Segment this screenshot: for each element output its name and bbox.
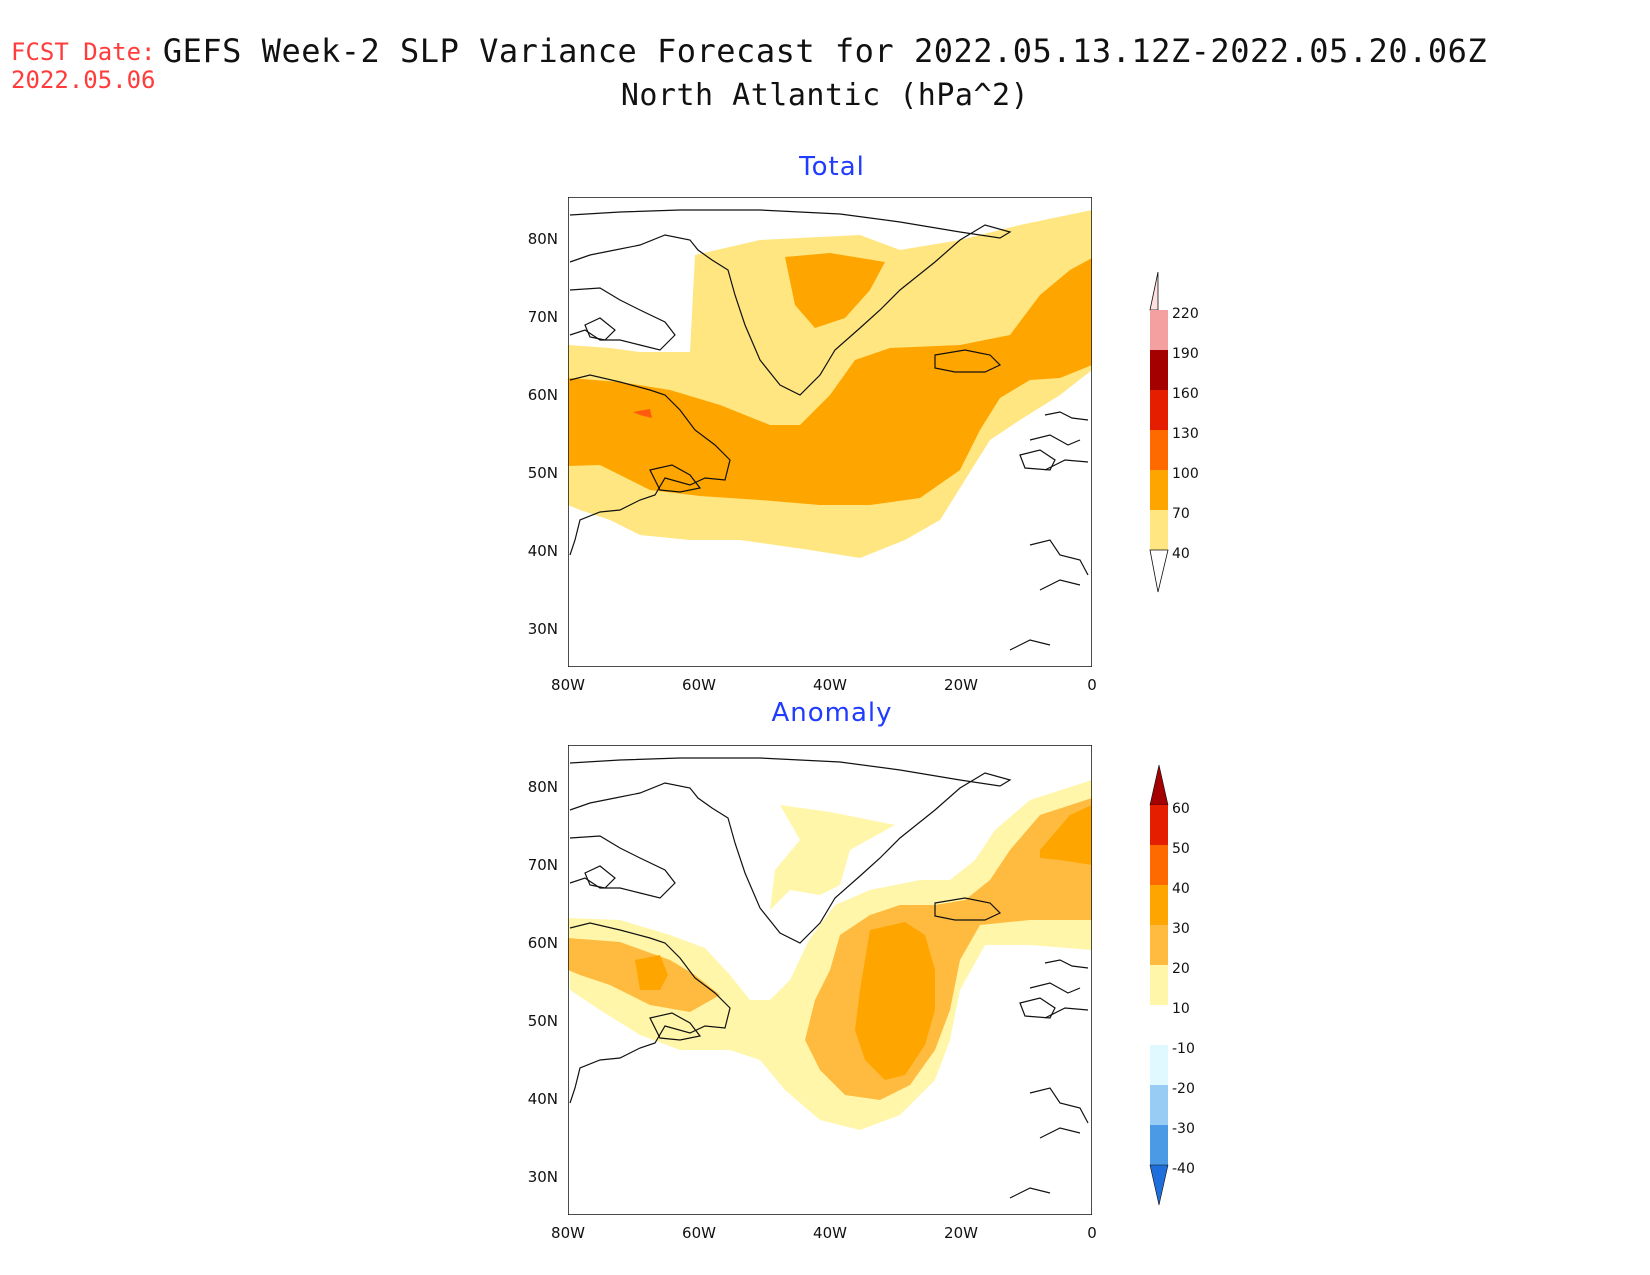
total-contour-70-greenland [785, 253, 885, 328]
total-lon-tick: 80W [551, 676, 585, 694]
total-lat-tick: 50N [528, 464, 558, 482]
anomaly-contour-30-west [635, 955, 668, 990]
anomaly-lat-tick: 30N [528, 1168, 558, 1186]
anomaly-colorbar-bin [1150, 965, 1168, 1005]
total-colorbar-label: 190 [1172, 346, 1199, 362]
page-title: GEFS Week-2 SLP Variance Forecast for 20… [162, 32, 1488, 70]
anomaly-colorbar-bin [1150, 1125, 1168, 1165]
anomaly-colorbar-bin [1150, 885, 1168, 925]
anomaly-colorbar-label: 30 [1172, 921, 1190, 937]
total-colorbar-label: 40 [1172, 546, 1190, 562]
page-subtitle: North Atlantic (hPa^2) [620, 78, 1030, 113]
total-lon-axis: 80W 60W 40W 20W 0 [551, 676, 1097, 694]
anomaly-lon-tick: 20W [944, 1224, 978, 1242]
anomaly-lat-axis: 80N 70N 60N 50N 40N 30N [528, 778, 558, 1186]
total-contour-100 [633, 409, 652, 418]
total-colorbar-bin [1150, 390, 1168, 430]
anomaly-colorbar-bin [1150, 1005, 1168, 1045]
anomaly-colorbar-label: -20 [1172, 1081, 1195, 1097]
total-lat-axis: 80N 70N 60N 50N 40N 30N [528, 230, 558, 638]
total-lon-tick: 60W [682, 676, 716, 694]
total-colorbar-bin [1150, 350, 1168, 390]
anomaly-colorbar-top-cap [1149, 764, 1169, 806]
anomaly-lat-tick: 70N [528, 856, 558, 874]
anomaly-colorbar-label: 50 [1172, 841, 1190, 857]
panel-title-anomaly: Anomaly [771, 698, 893, 728]
anomaly-colorbar-label: 60 [1172, 801, 1190, 817]
total-colorbar-top-cap [1149, 271, 1159, 311]
total-lat-tick: 30N [528, 620, 558, 638]
total-lat-tick: 80N [528, 230, 558, 248]
anomaly-colorbar-label: 10 [1172, 1001, 1190, 1017]
anomaly-colorbar-label: -10 [1172, 1041, 1195, 1057]
total-colorbar-label: 70 [1172, 506, 1190, 522]
anomaly-colorbar: 60 50 40 30 20 10 -10 -20 -30 -40 [1149, 764, 1195, 1206]
total-colorbar-label: 130 [1172, 426, 1199, 442]
anomaly-contour-10 [568, 780, 1092, 1130]
anomaly-lon-tick: 60W [682, 1224, 716, 1242]
anomaly-lat-tick: 40N [528, 1090, 558, 1108]
anomaly-colorbar-label: 40 [1172, 881, 1190, 897]
anomaly-contour-30-east [1040, 805, 1092, 865]
anomaly-lon-axis: 80W 60W 40W 20W 0 [551, 1224, 1097, 1242]
anomaly-colorbar-bin [1150, 1085, 1168, 1125]
anomaly-map: 80N 70N 60N 50N 40N 30N 80W 60W 40W 20W … [528, 745, 1097, 1242]
total-lat-tick: 40N [528, 542, 558, 560]
anomaly-lat-tick: 60N [528, 934, 558, 952]
forecast-date: FCST Date: 2022.05.06 [11, 38, 156, 94]
anomaly-colorbar-label: -40 [1172, 1161, 1195, 1177]
total-lon-tick: 20W [944, 676, 978, 694]
total-lon-tick: 40W [813, 676, 847, 694]
total-colorbar-bin [1150, 510, 1168, 550]
total-contour-70 [568, 258, 1092, 505]
total-colorbar-label: 160 [1172, 386, 1199, 402]
total-lat-tick: 60N [528, 386, 558, 404]
anomaly-contour-10-greenland [770, 805, 895, 910]
anomaly-lon-tick: 80W [551, 1224, 585, 1242]
total-coastlines [569, 209, 1089, 651]
anomaly-colorbar-bin [1150, 1045, 1168, 1085]
total-colorbar-label: 100 [1172, 466, 1199, 482]
total-map: 80N 70N 60N 50N 40N 30N 80W 60W 40W 20W … [528, 197, 1097, 694]
anomaly-colorbar-bin [1150, 805, 1168, 845]
total-colorbar-bin [1150, 470, 1168, 510]
anomaly-colorbar-bottom-cap [1149, 1164, 1169, 1206]
anomaly-lon-tick: 0 [1087, 1224, 1097, 1242]
total-colorbar-bin [1150, 430, 1168, 470]
panel-title-total: Total [799, 152, 865, 182]
total-lat-tick: 70N [528, 308, 558, 326]
anomaly-lat-tick: 80N [528, 778, 558, 796]
anomaly-lat-tick: 50N [528, 1012, 558, 1030]
anomaly-colorbar-bin [1150, 845, 1168, 885]
forecast-date-label: FCST Date: [11, 38, 156, 66]
anomaly-colorbar-label: 20 [1172, 961, 1190, 977]
anomaly-contour-30-central [855, 922, 935, 1080]
anomaly-lon-tick: 40W [813, 1224, 847, 1242]
anomaly-colorbar-label: -30 [1172, 1121, 1195, 1137]
total-colorbar: 220 190 160 130 100 70 40 [1149, 271, 1199, 593]
anomaly-coastlines [569, 757, 1089, 1199]
total-colorbar-bin [1150, 310, 1168, 350]
total-lon-tick: 0 [1087, 676, 1097, 694]
total-colorbar-label: 220 [1172, 306, 1199, 322]
anomaly-colorbar-bin [1150, 925, 1168, 965]
forecast-date-value: 2022.05.06 [11, 66, 156, 94]
total-colorbar-bottom-cap [1149, 549, 1169, 593]
